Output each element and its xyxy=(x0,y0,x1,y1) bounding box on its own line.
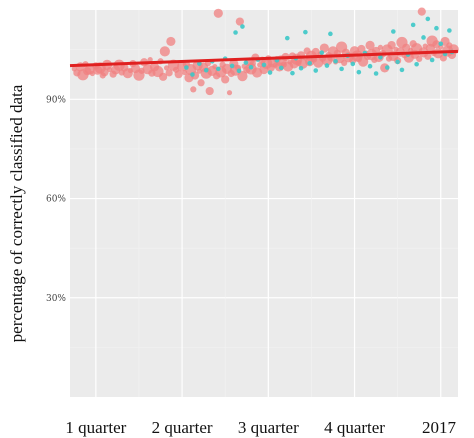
data-point-red xyxy=(319,43,329,53)
data-point-teal xyxy=(438,41,444,47)
data-point-red xyxy=(166,36,176,47)
data-point-red xyxy=(159,72,168,81)
data-point-teal xyxy=(434,25,439,31)
x-tick-label: 4 quarter xyxy=(324,418,385,437)
data-point-red xyxy=(387,40,396,50)
data-point-teal xyxy=(307,60,312,66)
data-point-teal xyxy=(378,55,383,60)
data-point-teal xyxy=(410,22,416,28)
trend-line xyxy=(69,49,459,68)
data-point-red xyxy=(377,44,383,50)
data-point-teal xyxy=(216,66,221,72)
x-axis-ticks: 1 quarter 2 quarter 3 quarter 4 quarter 2017 xyxy=(65,418,456,437)
data-point-teal xyxy=(267,70,273,75)
data-point-teal xyxy=(197,61,202,66)
data-point-red xyxy=(221,75,230,84)
data-point-red xyxy=(100,68,109,77)
data-point-teal xyxy=(303,29,308,35)
x-tick-label: 1 quarter xyxy=(65,418,126,437)
data-point-teal xyxy=(184,65,189,70)
data-point-red xyxy=(416,55,423,63)
data-point-red xyxy=(365,40,375,50)
data-point-teal xyxy=(367,63,373,69)
y-tick-label: 90% xyxy=(46,95,66,105)
data-point-red xyxy=(357,44,366,54)
y-tick-label: 60% xyxy=(46,195,66,205)
data-point-teal xyxy=(284,35,290,41)
data-point-teal xyxy=(399,67,405,73)
data-point-red xyxy=(237,71,248,82)
data-point-teal xyxy=(421,35,426,40)
data-point-teal xyxy=(261,62,267,68)
data-point-teal xyxy=(328,31,333,37)
data-point-teal xyxy=(290,70,295,76)
data-point-teal xyxy=(425,16,431,22)
data-point-teal xyxy=(319,50,325,55)
data-point-teal xyxy=(373,71,379,76)
data-point-red xyxy=(235,17,244,26)
data-point-teal xyxy=(333,58,338,64)
data-point-teal xyxy=(324,63,330,68)
data-point-red xyxy=(424,52,432,60)
data-point-teal xyxy=(278,65,284,71)
data-point-red xyxy=(174,70,183,79)
y-axis-ticks: 30% 60% 90% xyxy=(46,95,66,303)
data-point-teal xyxy=(233,30,238,35)
x-tick-label: 2 quarter xyxy=(152,418,213,437)
data-point-red xyxy=(190,86,197,93)
data-point-red xyxy=(212,63,218,70)
data-point-red xyxy=(226,90,233,96)
data-point-red xyxy=(213,8,223,18)
data-point-teal xyxy=(298,65,304,71)
data-point-teal xyxy=(414,61,419,67)
data-point-red xyxy=(147,57,153,63)
data-point-red xyxy=(107,66,113,73)
data-point-red xyxy=(165,69,173,77)
data-point-teal xyxy=(248,64,254,70)
data-point-teal xyxy=(203,67,209,73)
data-point-teal xyxy=(391,29,396,34)
data-point-red xyxy=(197,79,205,87)
y-tick-label: 30% xyxy=(46,294,66,304)
data-point-teal xyxy=(339,66,344,72)
data-point-red xyxy=(417,7,426,16)
y-axis-title: percentage of correctly classified data xyxy=(7,84,26,342)
x-tick-label: 3 quarter xyxy=(238,418,299,437)
data-point-teal xyxy=(395,59,400,65)
data-point-teal xyxy=(313,68,319,73)
data-point-teal xyxy=(240,24,245,29)
data-point-red xyxy=(163,65,170,71)
data-point-teal xyxy=(447,28,452,33)
data-point-teal xyxy=(429,57,435,63)
data-point-teal xyxy=(350,61,356,67)
data-point-red xyxy=(159,46,170,57)
data-point-teal xyxy=(190,72,195,77)
data-point-teal xyxy=(384,65,390,70)
data-point-teal xyxy=(229,63,235,69)
data-point-teal xyxy=(243,60,249,65)
data-point-teal xyxy=(356,69,362,75)
data-point-teal xyxy=(236,68,242,74)
x-tick-label: 2017 xyxy=(422,418,457,437)
data-point-red xyxy=(205,86,214,96)
